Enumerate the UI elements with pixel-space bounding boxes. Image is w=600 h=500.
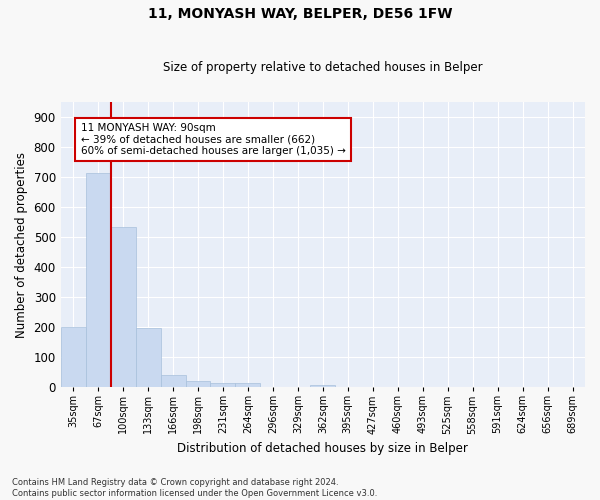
Bar [310,384,335,387]
Bar [185,381,211,387]
X-axis label: Distribution of detached houses by size in Belper: Distribution of detached houses by size … [178,442,468,455]
Bar [161,374,185,387]
Title: Size of property relative to detached houses in Belper: Size of property relative to detached ho… [163,62,482,74]
Bar [235,384,260,387]
Bar [110,227,136,387]
Text: 11, MONYASH WAY, BELPER, DE56 1FW: 11, MONYASH WAY, BELPER, DE56 1FW [148,8,452,22]
Bar [86,173,110,387]
Bar [136,328,161,387]
Bar [211,382,235,387]
Bar [61,327,86,387]
Text: Contains HM Land Registry data © Crown copyright and database right 2024.
Contai: Contains HM Land Registry data © Crown c… [12,478,377,498]
Text: 11 MONYASH WAY: 90sqm
← 39% of detached houses are smaller (662)
60% of semi-det: 11 MONYASH WAY: 90sqm ← 39% of detached … [80,123,346,156]
Y-axis label: Number of detached properties: Number of detached properties [15,152,28,338]
